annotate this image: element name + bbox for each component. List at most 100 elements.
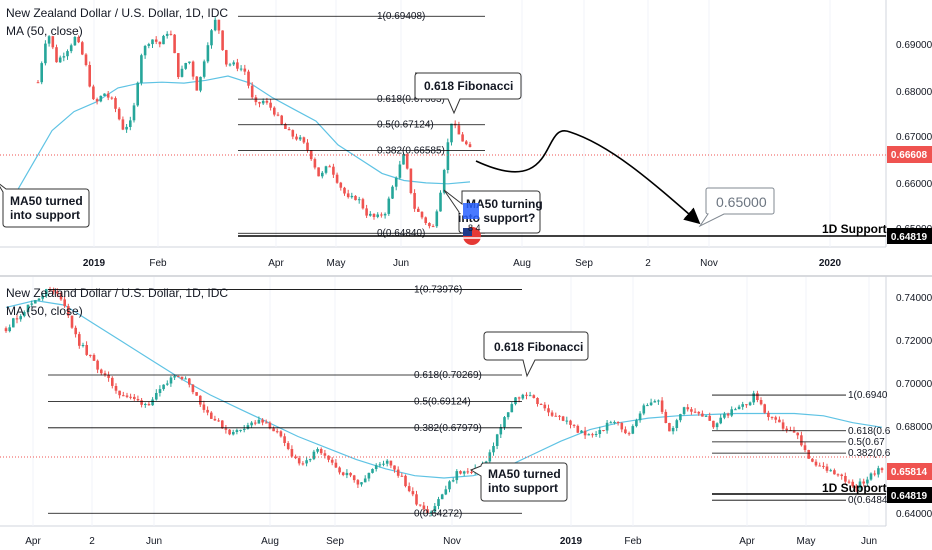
bot-candle	[693, 411, 697, 413]
bot-fib-label-1: 0.618(0.70269)	[414, 370, 482, 381]
top-x-tick-0: 2019	[83, 258, 106, 269]
bot-candle	[180, 376, 184, 379]
bot-candle	[594, 434, 598, 435]
top-candle	[450, 123, 453, 143]
top-candle	[258, 102, 261, 104]
bot-candle	[162, 384, 165, 390]
bot-candle	[136, 399, 140, 401]
top-candle	[210, 30, 213, 46]
bot-candle	[286, 443, 290, 449]
bot-candle	[514, 397, 517, 405]
bot-candle	[818, 465, 821, 467]
top-candle	[228, 64, 232, 66]
bot-candle	[506, 412, 510, 418]
target-callout: 0.65000	[698, 187, 775, 228]
bot-candle	[195, 392, 198, 396]
bot-candle	[96, 360, 99, 370]
top-candle	[195, 76, 199, 91]
bot-candle	[312, 451, 316, 460]
bot-candle	[756, 393, 759, 400]
bot-candle	[56, 291, 59, 294]
fib-callout-top-text: 0.618 Fibonacci	[424, 79, 513, 93]
top-candle	[317, 167, 320, 177]
top-candle	[332, 166, 335, 175]
top-candle	[457, 125, 461, 135]
top-candle	[324, 166, 328, 173]
ma50-turned-bottom-line2: into support	[488, 481, 558, 495]
top-candle	[36, 82, 40, 84]
top-last-price-tag	[887, 146, 932, 163]
bot-candle	[155, 393, 158, 400]
bot-candle	[635, 420, 638, 427]
top-candle	[236, 62, 239, 69]
bot-candle	[224, 428, 228, 430]
bot-candle	[275, 431, 279, 433]
bot-candle	[34, 300, 37, 304]
bot-fib-recent-label-2: 0.5(0.67	[848, 437, 885, 448]
bot-candle	[726, 413, 730, 416]
bot-candle	[338, 467, 341, 473]
top-y-tick-1: 0.68000	[896, 87, 932, 98]
top-candle	[81, 42, 84, 55]
bot-candle	[664, 411, 668, 423]
bot-candle	[631, 426, 635, 434]
bot-candle	[866, 479, 869, 484]
top-candle	[114, 98, 117, 109]
bot-y-tick-1: 0.72000	[896, 336, 932, 347]
ma50-turned-callout-bottom: MA50 turned into support	[469, 462, 568, 502]
top-candle	[232, 62, 235, 65]
bot-candle	[668, 423, 671, 432]
top-candle	[99, 95, 103, 102]
bot-candle	[125, 395, 129, 397]
top-candle	[136, 82, 139, 106]
bot-fib-recent-label-3: 0.382(0.6	[848, 448, 891, 459]
top-last-price: 0.66608	[0, 146, 932, 163]
bot-fib-recent-label-4: 0(0.6484	[848, 495, 888, 506]
top-y-tick-2: 0.67000	[896, 132, 932, 143]
bot-candle	[470, 471, 473, 473]
top-candle	[350, 195, 354, 198]
bot-candle	[133, 396, 136, 399]
top-candle	[143, 46, 147, 56]
bot-candle	[422, 505, 426, 510]
top-candle	[173, 34, 176, 54]
bot-candle	[345, 472, 349, 476]
top-candle	[394, 177, 398, 187]
top-candle	[261, 100, 265, 104]
top-candle	[250, 85, 254, 98]
bot-fib-recent-label-1: 0.618(0.6	[848, 426, 891, 437]
bot-candle	[41, 295, 44, 299]
bot-candle	[210, 412, 213, 419]
bot-ma50-line	[5, 299, 883, 479]
bot-candle	[356, 480, 360, 485]
top-candle	[273, 107, 276, 115]
bot-x-tick-3: Aug	[261, 536, 279, 547]
bot-candle	[613, 422, 616, 423]
bot-y-tick-0: 0.74000	[896, 293, 932, 304]
top-candle	[335, 174, 339, 183]
bot-candle	[624, 429, 627, 434]
bot-candle	[679, 414, 682, 421]
bot-candle	[81, 345, 85, 346]
top-candle	[398, 164, 402, 178]
bot-candle	[444, 489, 448, 495]
top-candle	[103, 93, 106, 96]
top-candle	[162, 35, 165, 45]
bot-candle	[525, 394, 528, 396]
ma50-turned-top-line1: MA50 turned	[10, 194, 83, 208]
bot-candle	[778, 419, 781, 423]
bot-candle	[374, 465, 378, 469]
bot-candle	[448, 481, 451, 490]
bot-candle	[873, 473, 876, 475]
bot-candle	[89, 354, 92, 356]
bot-candle	[327, 455, 330, 460]
fib-callout-top: 0.618 Fibonacci	[414, 72, 522, 115]
bot-candle	[492, 446, 495, 453]
bot-candle	[653, 401, 657, 403]
bot-candle	[239, 429, 242, 431]
projection-arrow	[475, 129, 701, 225]
bot-candle	[418, 504, 422, 506]
bot-candle	[92, 355, 96, 361]
bot-candle	[30, 303, 33, 305]
top-candle	[191, 61, 195, 77]
